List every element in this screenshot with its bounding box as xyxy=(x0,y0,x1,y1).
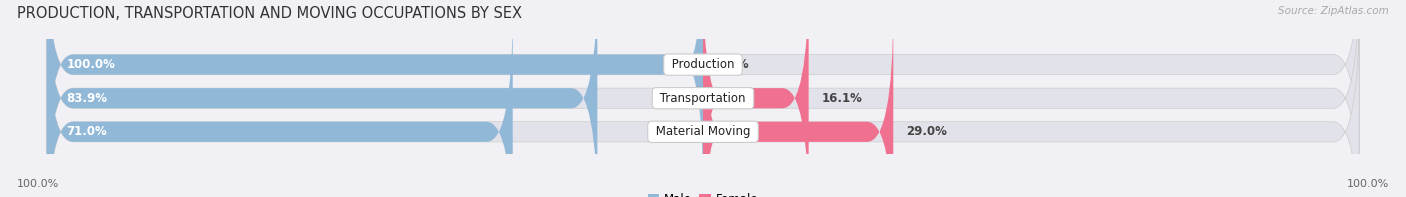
Text: Material Moving: Material Moving xyxy=(652,125,754,138)
Text: 0.0%: 0.0% xyxy=(716,58,749,71)
FancyBboxPatch shape xyxy=(46,0,1360,197)
FancyBboxPatch shape xyxy=(703,7,893,197)
Text: Source: ZipAtlas.com: Source: ZipAtlas.com xyxy=(1278,6,1389,16)
FancyBboxPatch shape xyxy=(46,7,513,197)
FancyBboxPatch shape xyxy=(46,7,1360,197)
FancyBboxPatch shape xyxy=(46,0,1360,189)
FancyBboxPatch shape xyxy=(46,0,598,197)
Text: Production: Production xyxy=(668,58,738,71)
Text: 100.0%: 100.0% xyxy=(66,58,115,71)
Legend: Male, Female: Male, Female xyxy=(643,188,763,197)
Text: Transportation: Transportation xyxy=(657,92,749,105)
Text: 29.0%: 29.0% xyxy=(907,125,948,138)
FancyBboxPatch shape xyxy=(703,0,808,197)
Text: 83.9%: 83.9% xyxy=(66,92,107,105)
Text: 71.0%: 71.0% xyxy=(66,125,107,138)
FancyBboxPatch shape xyxy=(46,0,703,189)
Text: 100.0%: 100.0% xyxy=(1347,179,1389,189)
Text: 100.0%: 100.0% xyxy=(17,179,59,189)
Text: 16.1%: 16.1% xyxy=(821,92,863,105)
Text: PRODUCTION, TRANSPORTATION AND MOVING OCCUPATIONS BY SEX: PRODUCTION, TRANSPORTATION AND MOVING OC… xyxy=(17,6,522,21)
